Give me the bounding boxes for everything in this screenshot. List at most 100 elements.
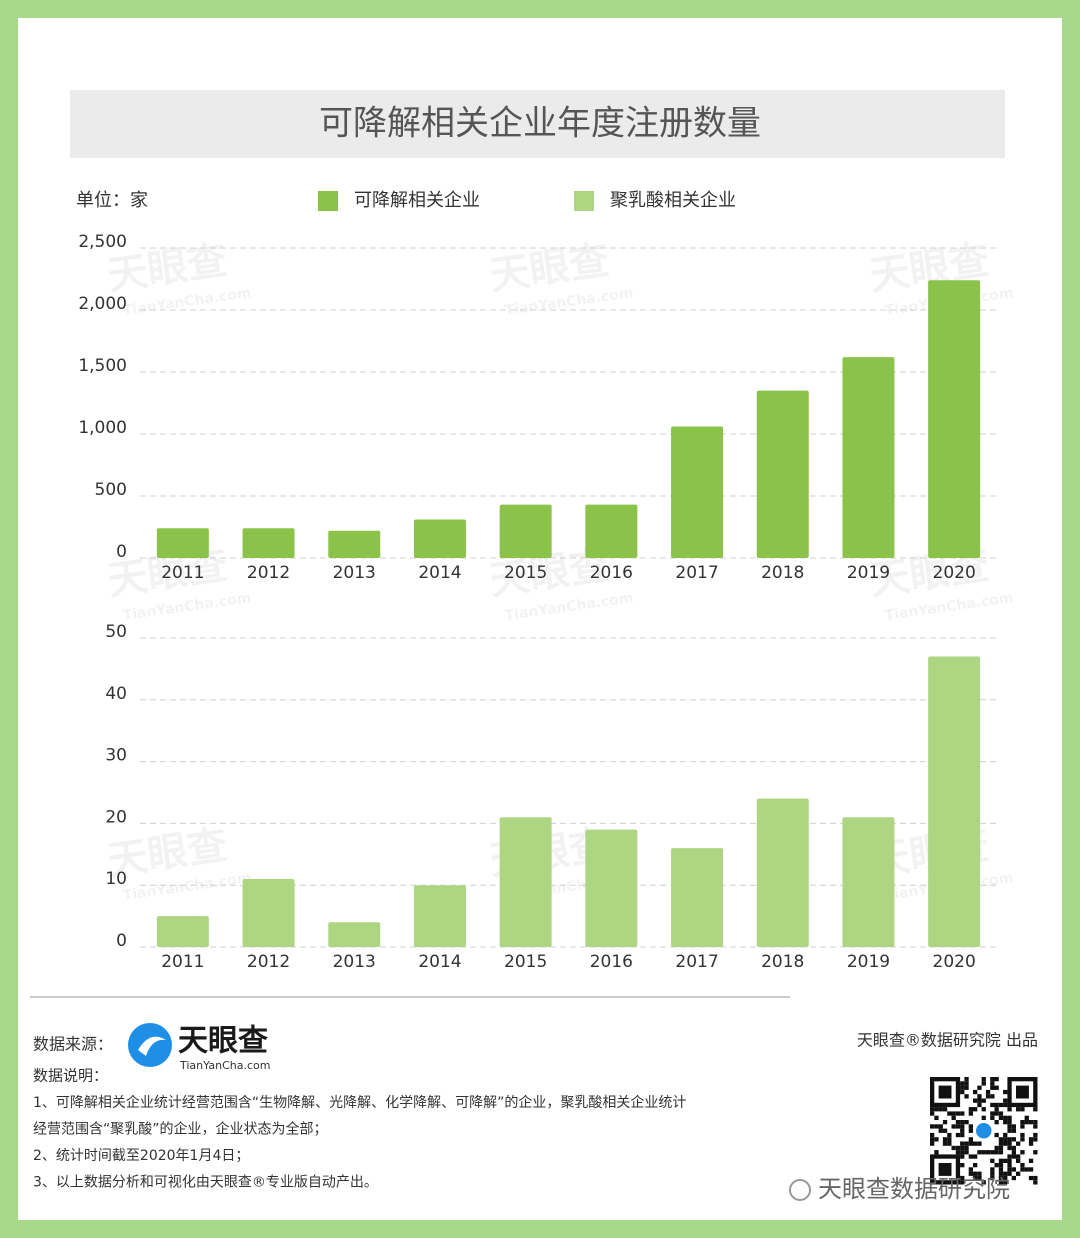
x-tick-label: 2011: [161, 952, 204, 972]
logo-mark: [138, 1036, 166, 1056]
qr-cell: [960, 1128, 965, 1133]
qr-cell: [930, 1132, 935, 1138]
qr-cell: [947, 1111, 952, 1116]
x-tick-label: 2020: [933, 563, 976, 583]
legend-swatch: [318, 191, 338, 211]
qr-cell: [998, 1111, 1004, 1116]
qr-cell: [1033, 1132, 1038, 1138]
qr-cell: [964, 1120, 969, 1125]
qr-cell: [1024, 1120, 1029, 1125]
qr-cell: [981, 1180, 986, 1185]
qr-cell: [1033, 1137, 1038, 1142]
x-tick-label: 2020: [933, 952, 976, 972]
qr-cell: [1003, 1137, 1008, 1142]
qr-cell: [1033, 1180, 1038, 1185]
qr-cell: [990, 1081, 995, 1086]
x-tick-label: 2018: [761, 563, 804, 583]
y-tick-label: 30: [105, 746, 127, 766]
bar: [842, 817, 895, 947]
qr-cell: [998, 1150, 1004, 1155]
qr-cell: [973, 1107, 978, 1112]
qr-cell: [977, 1150, 982, 1155]
qr-cell: [1007, 1154, 1012, 1159]
qr-cell: [977, 1171, 982, 1176]
qr-logo: [976, 1123, 992, 1139]
qr-cell: [1003, 1141, 1008, 1146]
qr-finder-core: [938, 1085, 952, 1099]
qr-cell: [985, 1094, 991, 1099]
qr-cell: [951, 1145, 956, 1151]
qr-cell: [930, 1111, 935, 1116]
source-label: 数据来源：: [33, 1035, 113, 1054]
qr-cell: [1020, 1132, 1025, 1138]
qr-cell: [1003, 1158, 1008, 1163]
qr-cell: [990, 1111, 995, 1116]
panel: [18, 18, 1062, 1220]
qr-cell: [960, 1120, 965, 1125]
qr-cell: [998, 1158, 1004, 1163]
y-tick-label: 0: [116, 542, 127, 562]
qr-cell: [968, 1167, 973, 1172]
qr-cell: [1003, 1089, 1008, 1095]
qr-cell: [955, 1145, 961, 1151]
x-tick-label: 2013: [333, 952, 376, 972]
x-tick-label: 2015: [504, 563, 547, 583]
qr-cell: [1007, 1167, 1012, 1172]
bar: [242, 879, 295, 947]
qr-cell: [981, 1098, 986, 1103]
qr-cell: [960, 1141, 965, 1146]
qr-cell: [973, 1154, 978, 1159]
qr-cell: [1016, 1107, 1021, 1112]
qr-finder: [930, 1154, 961, 1185]
qr-cell: [981, 1107, 986, 1112]
qr-cell: [1011, 1154, 1016, 1159]
qr-cell: [1033, 1107, 1038, 1112]
qr-cell: [994, 1145, 999, 1151]
x-tick-label: 2012: [247, 563, 290, 583]
qr-cell: [964, 1150, 969, 1155]
qr-cell: [1024, 1115, 1029, 1120]
qr-cell: [960, 1163, 965, 1168]
y-tick-label: 10: [105, 869, 127, 889]
qr-cell: [942, 1141, 948, 1146]
bar: [756, 390, 809, 558]
qr-cell: [1011, 1137, 1016, 1142]
wechat-name: 天眼查数据研究院: [818, 1175, 1010, 1203]
qr-cell: [1003, 1171, 1008, 1176]
qr-cell: [960, 1132, 965, 1138]
qr-cell: [930, 1124, 935, 1129]
qr-cell: [968, 1141, 973, 1146]
qr-cell: [981, 1081, 986, 1086]
legend-swatch: [574, 191, 594, 211]
bar: [156, 916, 209, 947]
qr-cell: [977, 1098, 982, 1103]
unit-label: 单位：家: [76, 190, 148, 211]
qr-cell: [977, 1102, 982, 1108]
qr-cell: [1020, 1124, 1025, 1129]
qr-cell: [985, 1089, 991, 1095]
qr-cell: [1028, 1137, 1034, 1142]
x-tick-label: 2016: [590, 563, 633, 583]
qr-cell: [1007, 1145, 1012, 1151]
logo-text: 天眼查: [178, 1024, 268, 1059]
qr-cell: [1016, 1158, 1021, 1163]
note-line: 1、可降解相关企业统计经营范围含“生物降解、光降解、化学降解、可降解”的企业，聚…: [33, 1094, 686, 1111]
qr-cell: [960, 1154, 965, 1159]
qr-cell: [990, 1167, 995, 1172]
qr-cell: [1033, 1120, 1038, 1125]
qr-cell: [994, 1102, 999, 1108]
qr-cell: [1007, 1124, 1012, 1129]
qr-cell: [998, 1102, 1004, 1108]
bar: [328, 922, 381, 947]
x-tick-label: 2015: [504, 952, 547, 972]
qr-cell: [1007, 1163, 1012, 1168]
qr-cell: [955, 1111, 961, 1116]
qr-cell: [938, 1128, 943, 1133]
qr-cell: [960, 1089, 965, 1095]
qr-cell: [1003, 1102, 1008, 1108]
x-tick-label: 2017: [675, 952, 718, 972]
qr-cell: [955, 1132, 961, 1138]
bar: [928, 280, 981, 558]
legend-label: 可降解相关企业: [354, 190, 480, 211]
qr-cell: [994, 1150, 999, 1155]
